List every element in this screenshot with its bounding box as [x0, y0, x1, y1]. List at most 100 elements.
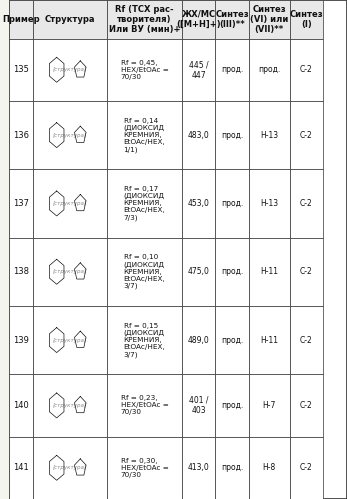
Bar [181, 238, 215, 306]
Bar [107, 0, 181, 38]
Text: 139: 139 [13, 336, 29, 345]
Text: [структура]: [структура] [53, 201, 87, 206]
Bar [290, 169, 323, 238]
Bar [33, 169, 107, 238]
Bar [33, 374, 107, 437]
Text: H-11: H-11 [260, 267, 278, 276]
Bar [107, 101, 181, 169]
Bar [33, 101, 107, 169]
Text: 138: 138 [13, 267, 29, 276]
Text: 136: 136 [13, 131, 29, 140]
Text: Rf = 0,14
(ДИОКСИД
КРЕМНИЯ,
EtOAc/HEX,
1/1): Rf = 0,14 (ДИОКСИД КРЕМНИЯ, EtOAc/HEX, 1… [124, 118, 165, 153]
Text: H-7: H-7 [263, 401, 276, 410]
Text: C-2: C-2 [300, 199, 313, 208]
Text: прод.: прод. [221, 65, 243, 74]
Bar [290, 306, 323, 374]
Text: C-2: C-2 [300, 336, 313, 345]
Text: 483,0: 483,0 [188, 131, 209, 140]
Bar [33, 38, 107, 101]
Bar [290, 238, 323, 306]
Bar [249, 374, 290, 437]
Bar [33, 0, 107, 38]
Text: [структура]: [структура] [53, 465, 87, 471]
Text: H-13: H-13 [260, 131, 278, 140]
Text: Rf = 0,45,
HEX/EtOAc =
70/30: Rf = 0,45, HEX/EtOAc = 70/30 [120, 60, 168, 80]
Bar [33, 238, 107, 306]
Text: H-11: H-11 [260, 336, 278, 345]
Text: Синтез
(VI) или
(VII)**: Синтез (VI) или (VII)** [250, 5, 289, 34]
Text: прод.: прод. [221, 131, 243, 140]
Text: H-13: H-13 [260, 199, 278, 208]
Text: Rf = 0,10
(ДИОКСИД
КРЕМНИЯ,
EtOAc/HEX,
3/7): Rf = 0,10 (ДИОКСИД КРЕМНИЯ, EtOAc/HEX, 3… [124, 254, 165, 289]
Text: прод.: прод. [221, 267, 243, 276]
Text: Rf (ТСХ рас-
творителя)
Или ВУ (мин)+: Rf (ТСХ рас- творителя) Или ВУ (мин)+ [109, 5, 180, 34]
Bar [249, 437, 290, 499]
Bar [181, 306, 215, 374]
Bar [181, 101, 215, 169]
Text: C-2: C-2 [300, 65, 313, 74]
Bar [181, 38, 215, 101]
Text: [структура]: [структура] [53, 403, 87, 408]
Bar [9, 169, 33, 238]
Text: 140: 140 [13, 401, 29, 410]
Bar [181, 0, 215, 38]
Text: Rf = 0,15
(ДИОКСИД
КРЕМНИЯ,
EtOAc/HEX,
3/7): Rf = 0,15 (ДИОКСИД КРЕМНИЯ, EtOAc/HEX, 3… [124, 322, 165, 358]
Bar [181, 169, 215, 238]
Bar [9, 374, 33, 437]
Bar [215, 0, 249, 38]
Text: 453,0: 453,0 [187, 199, 209, 208]
Bar [107, 169, 181, 238]
Bar [290, 437, 323, 499]
Bar [9, 306, 33, 374]
Text: [структура]: [структура] [53, 67, 87, 72]
Text: [структура]: [структура] [53, 338, 87, 343]
Text: Rf = 0,17
(ДИОКСИД
КРЕМНИЯ,
EtOAc/HEX,
7/3): Rf = 0,17 (ДИОКСИД КРЕМНИЯ, EtOAc/HEX, 7… [124, 186, 165, 221]
Bar [215, 169, 249, 238]
Bar [215, 306, 249, 374]
Bar [9, 101, 33, 169]
Text: C-2: C-2 [300, 267, 313, 276]
Bar [9, 437, 33, 499]
Bar [249, 101, 290, 169]
Text: Структура: Структура [45, 15, 95, 24]
Text: C-2: C-2 [300, 131, 313, 140]
Bar [9, 0, 33, 38]
Text: 475,0: 475,0 [187, 267, 209, 276]
Bar [215, 101, 249, 169]
Text: [структура]: [структура] [53, 269, 87, 274]
Text: прод.: прод. [221, 463, 243, 473]
Text: 137: 137 [13, 199, 29, 208]
Text: прод.: прод. [221, 401, 243, 410]
Bar [249, 238, 290, 306]
Bar [107, 238, 181, 306]
Bar [290, 38, 323, 101]
Text: 489,0: 489,0 [188, 336, 209, 345]
Bar [181, 437, 215, 499]
Text: Синтез
(I): Синтез (I) [290, 10, 323, 29]
Bar [249, 306, 290, 374]
Text: H-8: H-8 [263, 463, 276, 473]
Text: прод.: прод. [258, 65, 280, 74]
Text: Rf = 0,30,
HEX/EtOAc =
70/30: Rf = 0,30, HEX/EtOAc = 70/30 [120, 458, 168, 478]
Text: 135: 135 [13, 65, 29, 74]
Text: C-2: C-2 [300, 401, 313, 410]
Text: 445 /
447: 445 / 447 [189, 60, 208, 79]
Bar [290, 101, 323, 169]
Text: Пример: Пример [2, 15, 40, 24]
Text: ЖХ/МС
([М+Н]+): ЖХ/МС ([М+Н]+) [176, 10, 221, 29]
Bar [107, 437, 181, 499]
Text: прод.: прод. [221, 199, 243, 208]
Bar [107, 306, 181, 374]
Bar [9, 38, 33, 101]
Bar [33, 437, 107, 499]
Text: прод.: прод. [221, 336, 243, 345]
Bar [290, 374, 323, 437]
Bar [107, 38, 181, 101]
Text: C-2: C-2 [300, 463, 313, 473]
Text: 141: 141 [13, 463, 29, 473]
Text: 401 /
403: 401 / 403 [189, 396, 208, 415]
Bar [215, 374, 249, 437]
Bar [249, 0, 290, 38]
Bar [249, 38, 290, 101]
Bar [181, 374, 215, 437]
